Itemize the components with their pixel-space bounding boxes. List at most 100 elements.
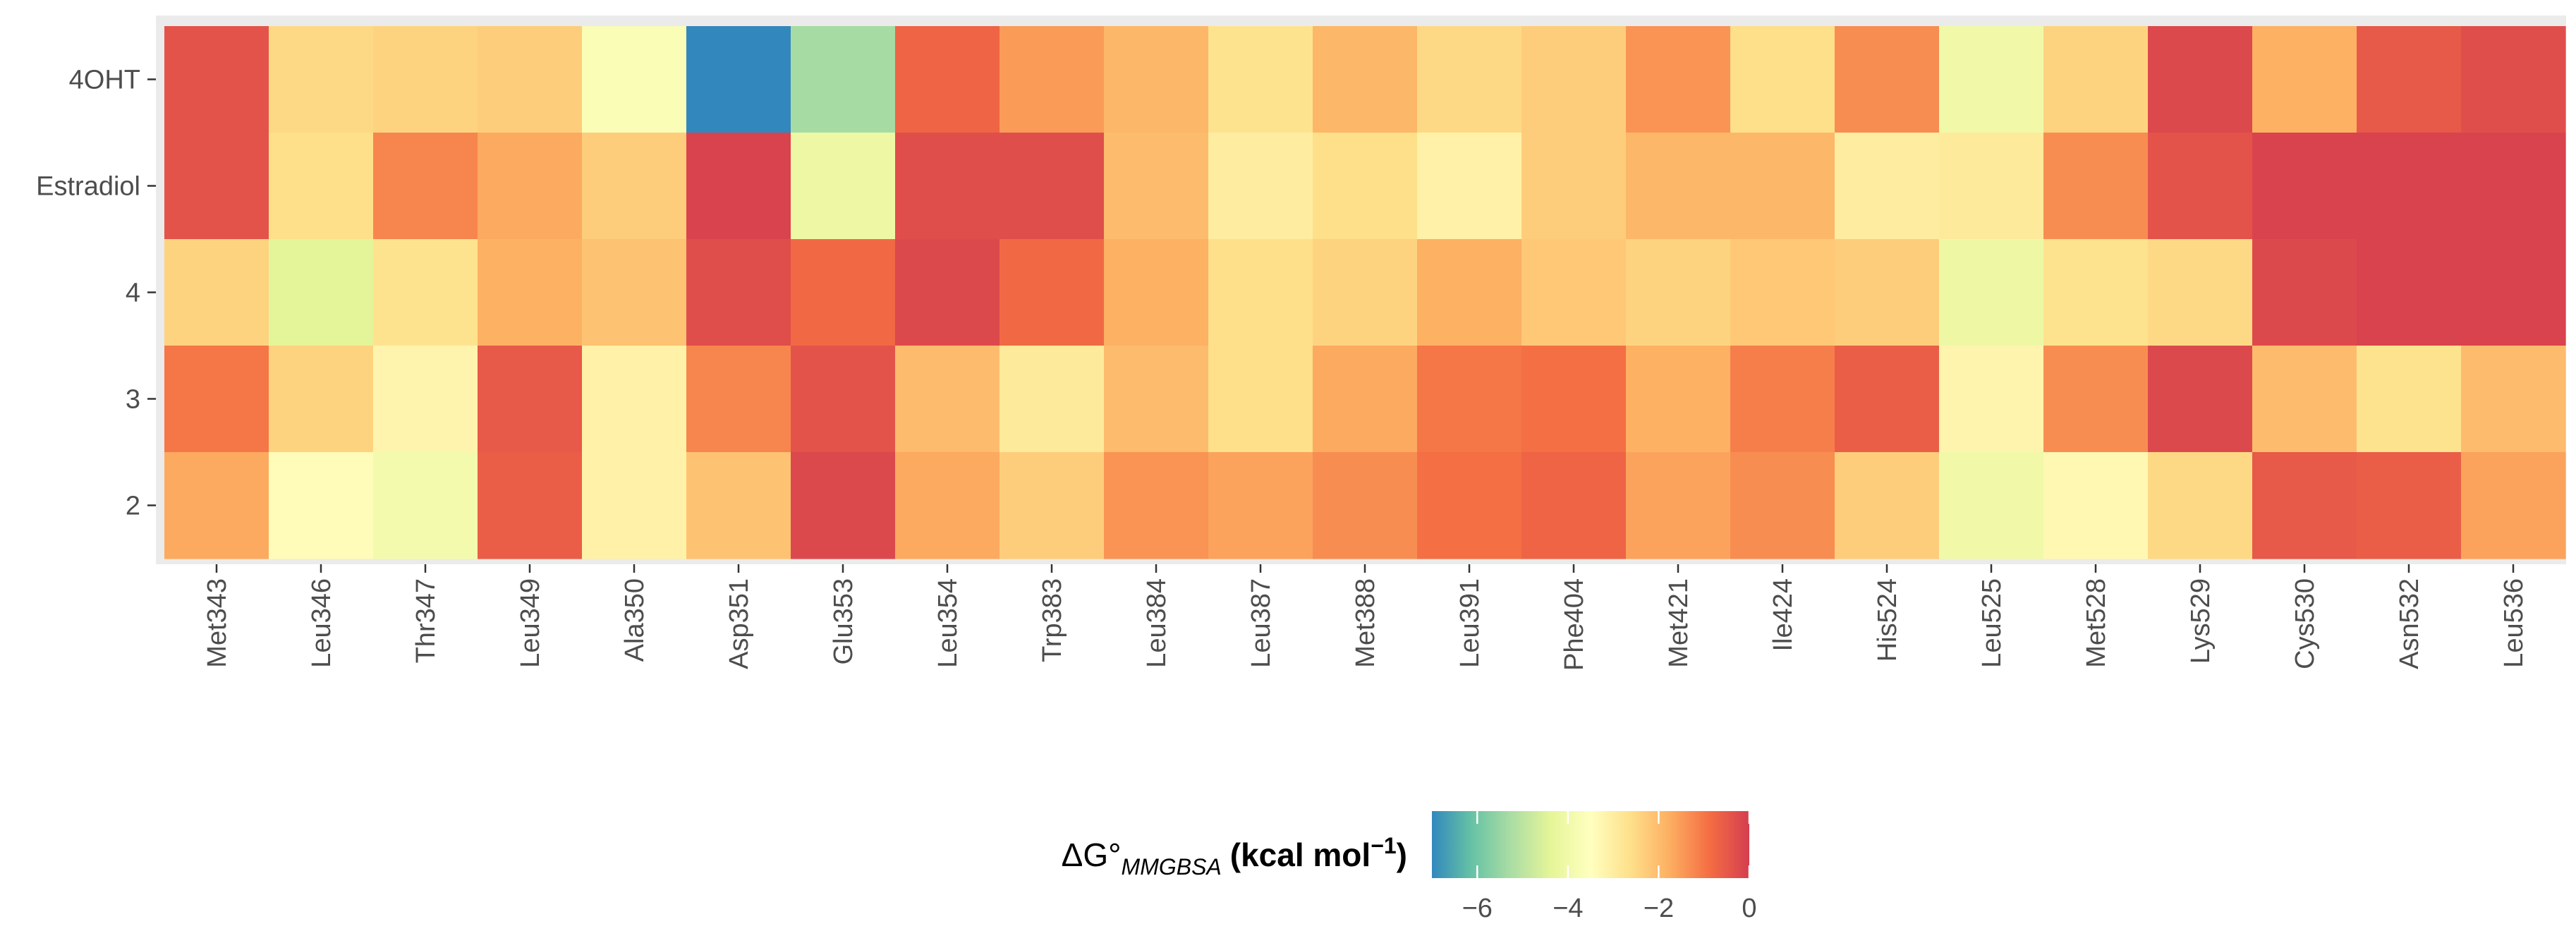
- heatmap-cell: [1730, 133, 1835, 240]
- heatmap-cell: [1730, 346, 1835, 453]
- heatmap-cell: [164, 26, 269, 133]
- heatmap-cell: [1939, 239, 2044, 346]
- heatmap-cell: [1939, 26, 2044, 133]
- heatmap-cell: [478, 239, 583, 346]
- heatmap-cell: [2043, 133, 2149, 240]
- x-tick-label: Glu353: [829, 578, 858, 665]
- heatmap-cell: [2148, 133, 2253, 240]
- x-tick-label: Leu391: [1455, 578, 1485, 668]
- heatmap-cell: [1730, 452, 1835, 559]
- heatmap-cell: [895, 452, 1000, 559]
- heatmap-cell: [373, 26, 478, 133]
- colorbar-tick-label: 0: [1742, 894, 1756, 923]
- colorbar-title: ΔG°MMGBSA (kcal mol−1): [1062, 833, 1407, 880]
- heatmap-cell: [1104, 346, 1209, 453]
- heatmap-cell: [269, 26, 374, 133]
- colorbar-legend: −6 −4 −2 0 ΔG°MMGBSA (kcal mol−1): [1062, 811, 1757, 923]
- heatmap-cell: [791, 133, 896, 240]
- heatmap-cell: [895, 239, 1000, 346]
- heatmap-cell: [1104, 26, 1209, 133]
- heatmap-cell: [895, 26, 1000, 133]
- heatmap-cell: [2461, 346, 2566, 453]
- heatmap-cell: [1835, 346, 1940, 453]
- heatmap-cell: [478, 133, 583, 240]
- colorbar-title-close: ): [1397, 836, 1407, 873]
- colorbar-title-superscript: −1: [1371, 833, 1396, 858]
- heatmap-cell: [2148, 26, 2253, 133]
- heatmap-cell: [478, 346, 583, 453]
- heatmap-cell: [1417, 346, 1522, 453]
- heatmap-cell: [2043, 239, 2149, 346]
- y-axis: 4OHT Estradiol 4 3 2: [36, 66, 156, 521]
- colorbar-ticks: −6 −4 −2 0: [1462, 811, 1757, 923]
- colorbar-tick-label: −4: [1553, 894, 1583, 923]
- heatmap-cell: [1730, 239, 1835, 346]
- heatmap-cell: [1521, 26, 1627, 133]
- heatmap-cell: [373, 133, 478, 240]
- heatmap-cell: [1730, 26, 1835, 133]
- heatmap-cell: [1208, 133, 1313, 240]
- heatmap-cell: [1626, 26, 1731, 133]
- heatmap-cell: [1835, 239, 1940, 346]
- heatmap-cell: [1521, 133, 1627, 240]
- heatmap-cell: [2461, 133, 2566, 240]
- heatmap-cell: [269, 133, 374, 240]
- heatmap-cell: [2357, 346, 2462, 453]
- heatmap-cell: [2043, 26, 2149, 133]
- heatmap-cell: [1208, 26, 1313, 133]
- heatmap-cell: [2357, 452, 2462, 559]
- x-tick-label: Phe404: [1560, 578, 1589, 671]
- heatmap-cell: [2252, 239, 2357, 346]
- colorbar: [1432, 811, 1749, 878]
- x-tick-label: Trp383: [1038, 578, 1067, 662]
- heatmap-cell: [478, 26, 583, 133]
- heatmap-cell: [1104, 452, 1209, 559]
- heatmap-cell: [1000, 133, 1105, 240]
- heatmap-cell: [1939, 452, 2044, 559]
- heatmap-cell: [1626, 346, 1731, 453]
- x-tick-label: Leu354: [933, 578, 963, 668]
- heatmap-cell: [1417, 452, 1522, 559]
- x-tick-label: Leu349: [516, 578, 545, 668]
- heatmap-cell: [582, 26, 687, 133]
- heatmap-cell: [2357, 26, 2462, 133]
- heatmap-cell: [1939, 346, 2044, 453]
- colorbar-title-subscript: MMGBSA: [1122, 854, 1222, 880]
- x-tick-label: Thr347: [411, 578, 441, 663]
- heatmap-cell: [791, 346, 896, 453]
- heatmap-cell: [2043, 346, 2149, 453]
- y-tick-label: 4: [126, 279, 140, 308]
- heatmap-cell: [1417, 133, 1522, 240]
- heatmap-cell: [1313, 26, 1418, 133]
- heatmap-cell: [2252, 452, 2357, 559]
- heatmap-cell: [2148, 452, 2253, 559]
- colorbar-title-prefix: ΔG°: [1062, 836, 1122, 873]
- heatmap-cell: [2357, 239, 2462, 346]
- x-tick-label: Leu384: [1142, 578, 1172, 668]
- heatmap-cell: [2461, 239, 2566, 346]
- x-tick-label: His524: [1873, 578, 1902, 662]
- heatmap-cell: [2461, 452, 2566, 559]
- heatmap-cell: [1835, 26, 1940, 133]
- heatmap-cell: [1000, 26, 1105, 133]
- x-tick-label: Leu346: [307, 578, 336, 668]
- x-tick-label: Leu387: [1246, 578, 1276, 668]
- heatmap-cell: [164, 133, 269, 240]
- heatmap-cell: [1208, 452, 1313, 559]
- heatmap-cell: [686, 239, 791, 346]
- heatmap-cell: [1626, 452, 1731, 559]
- heatmap-cell: [1000, 346, 1105, 453]
- heatmap-cell: [1417, 26, 1522, 133]
- heatmap-cell: [1835, 452, 1940, 559]
- heatmap-cell: [1000, 452, 1105, 559]
- heatmap-cell: [164, 239, 269, 346]
- x-tick-label: Asp351: [724, 578, 754, 669]
- heatmap-cell: [269, 346, 374, 453]
- x-tick-label: Ala350: [620, 578, 650, 662]
- heatmap-cell: [686, 346, 791, 453]
- heatmap-cell: [686, 452, 791, 559]
- heatmap-cell: [373, 346, 478, 453]
- x-axis: Met343 Leu346 Thr347 Leu349 Ala350 Asp351 Glu3…: [202, 564, 2529, 671]
- colorbar-tick-label: −2: [1644, 894, 1674, 923]
